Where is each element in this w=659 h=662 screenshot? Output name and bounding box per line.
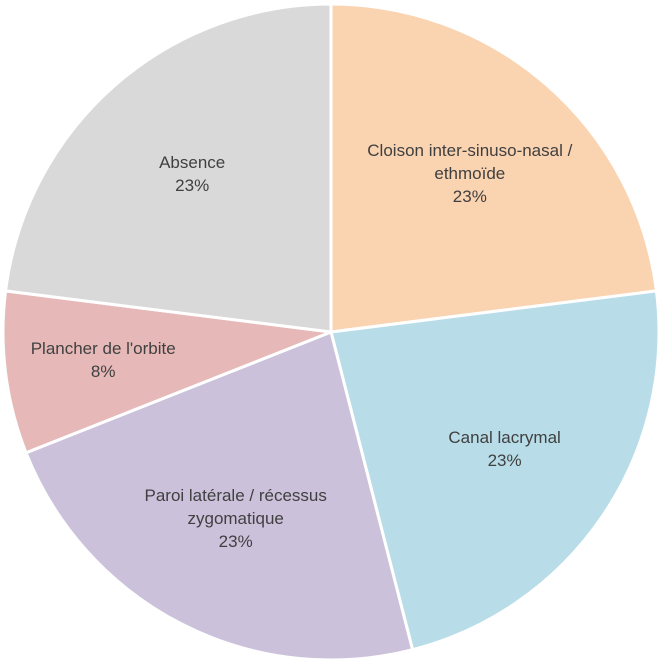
label-box: Cloison inter-sinuso-nasal / ethmoïde 23%	[335, 120, 605, 230]
label-box: Plancher de l'orbite 8%	[0, 306, 238, 416]
label-box: Paroi latérale / récessus zygomatique 23%	[101, 464, 371, 574]
pie-slice	[1, 289, 332, 455]
label-box: Absence 23%	[57, 120, 327, 230]
category-label: Canal lacrymal	[448, 428, 561, 448]
slice-label: Absence 23%	[57, 120, 327, 230]
label-box: Canal lacrymal 23%	[370, 395, 640, 505]
value-label: 23%	[218, 531, 253, 551]
value-label: 23%	[175, 175, 210, 195]
value-label: 23%	[452, 187, 487, 206]
pie-slice	[3, 2, 333, 334]
pie-slice	[24, 329, 415, 662]
category-label: Absence	[159, 152, 226, 172]
slice-label: Plancher de l'orbite 8%	[0, 306, 238, 416]
pie-slice	[329, 2, 659, 334]
category-label: Paroi latérale / récessus zygomatique	[144, 485, 327, 528]
category-label: Cloison inter-sinuso-nasal / ethmoïde	[367, 141, 573, 184]
slice-label: Cloison inter-sinuso-nasal / ethmoïde 23%	[335, 120, 605, 230]
value-label: 8%	[90, 361, 116, 381]
category-label: Plancher de l'orbite	[30, 338, 176, 358]
value-label: 23%	[487, 450, 522, 470]
slice-label: Paroi latérale / récessus zygomatique 23%	[101, 464, 371, 574]
